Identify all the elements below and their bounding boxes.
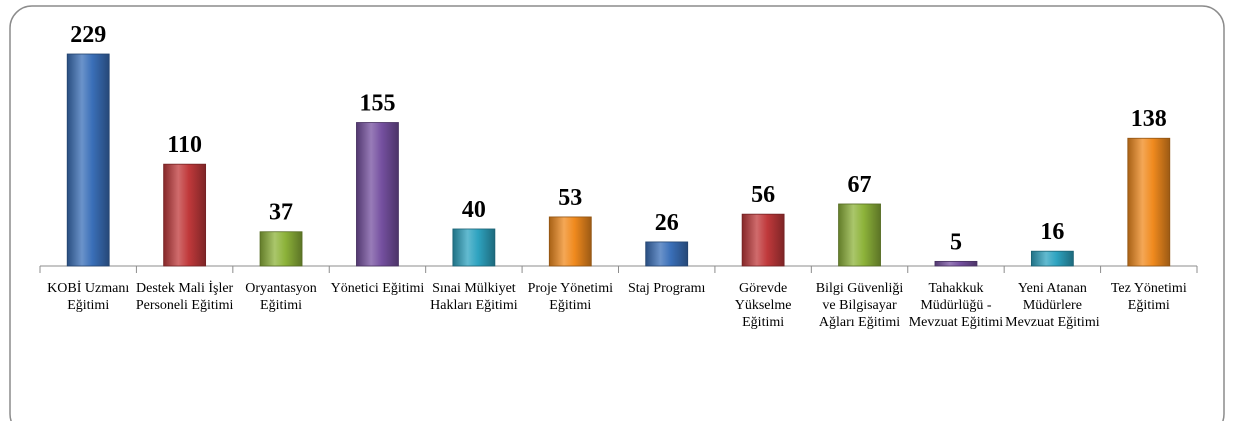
bar	[838, 203, 881, 267]
data-label: 53	[558, 185, 582, 211]
data-label: 37	[269, 200, 293, 226]
bar	[163, 163, 207, 267]
x-tick-label: Staj Programı	[628, 281, 706, 296]
bar	[452, 228, 496, 267]
data-label: 40	[462, 197, 486, 223]
x-tick-label: Sınai Mülkiyet Hakları Eğitimi	[430, 281, 518, 313]
x-tick-label: Görevde Yükselme Eğitimi	[734, 281, 792, 330]
bar	[741, 213, 785, 267]
x-tick-label: Tez Yönetimi Eğitimi	[1110, 281, 1187, 313]
data-label: 67	[848, 172, 872, 198]
bar	[548, 216, 592, 267]
data-label: 5	[950, 229, 962, 255]
x-tick-label: Proje Yönetimi Eğitimi	[527, 281, 613, 313]
x-tick-label: Yeni Atanan Müdürlere Mevzuat Eğitimi	[1005, 281, 1100, 330]
x-tick-label: KOBİ Uzmanı Eğitimi	[47, 281, 130, 313]
data-label: 26	[655, 210, 679, 236]
data-label: 56	[751, 182, 775, 208]
x-tick-label: Tahakkuk Müdürlüğü - Mevzuat Eğitimi	[908, 281, 1004, 330]
x-tick-label: Bilgi Güvenliği ve Bilgisayar Ağları Eği…	[815, 281, 904, 330]
x-tick-label: Destek Mali İşler Personeli Eğitimi	[135, 281, 234, 313]
bar	[1127, 137, 1171, 267]
data-label: 16	[1040, 219, 1064, 245]
data-label: 155	[359, 91, 395, 117]
data-label: 138	[1131, 106, 1167, 132]
bar	[356, 122, 399, 267]
bar	[1030, 250, 1074, 267]
x-tick-label: Oryantasyon Eğitimi	[245, 281, 317, 313]
x-tick-label: Yönetici Eğitimi	[330, 281, 425, 296]
bar	[66, 53, 110, 267]
bar	[934, 260, 978, 267]
data-label: 110	[167, 132, 202, 158]
data-label: 229	[70, 22, 106, 48]
frame	[9, 5, 1225, 421]
bar	[259, 231, 303, 267]
bar	[645, 241, 689, 267]
